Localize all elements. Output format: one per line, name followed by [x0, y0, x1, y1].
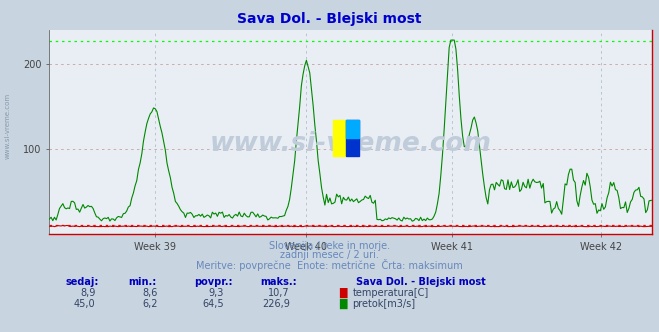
Text: zadnji mesec / 2 uri.: zadnji mesec / 2 uri. [280, 250, 379, 260]
Text: www.si-vreme.com: www.si-vreme.com [5, 93, 11, 159]
Text: sedaj:: sedaj: [66, 277, 100, 287]
Bar [333, 120, 346, 156]
Text: 9,3: 9,3 [209, 288, 224, 298]
Text: 8,6: 8,6 [143, 288, 158, 298]
Text: Sava Dol. - Blejski most: Sava Dol. - Blejski most [237, 12, 422, 26]
Text: █: █ [339, 298, 347, 309]
Text: Sava Dol. - Blejski most: Sava Dol. - Blejski most [356, 277, 486, 287]
Bar [346, 120, 359, 156]
Text: Meritve: povprečne  Enote: metrične  Črta: maksimum: Meritve: povprečne Enote: metrične Črta:… [196, 259, 463, 271]
Text: █: █ [339, 288, 347, 298]
Text: temperatura[C]: temperatura[C] [353, 288, 429, 298]
Text: Slovenija / reke in morje.: Slovenija / reke in morje. [269, 241, 390, 251]
Text: www.si-vreme.com: www.si-vreme.com [210, 131, 492, 157]
Text: 8,9: 8,9 [80, 288, 96, 298]
Text: 45,0: 45,0 [74, 299, 96, 309]
Text: min.:: min.: [129, 277, 157, 287]
Text: 6,2: 6,2 [142, 299, 158, 309]
Text: pretok[m3/s]: pretok[m3/s] [353, 299, 416, 309]
Text: povpr.:: povpr.: [194, 277, 233, 287]
Text: 10,7: 10,7 [268, 288, 290, 298]
Bar [346, 120, 359, 138]
Text: 226,9: 226,9 [262, 299, 290, 309]
Text: maks.:: maks.: [260, 277, 297, 287]
Text: 64,5: 64,5 [202, 299, 224, 309]
